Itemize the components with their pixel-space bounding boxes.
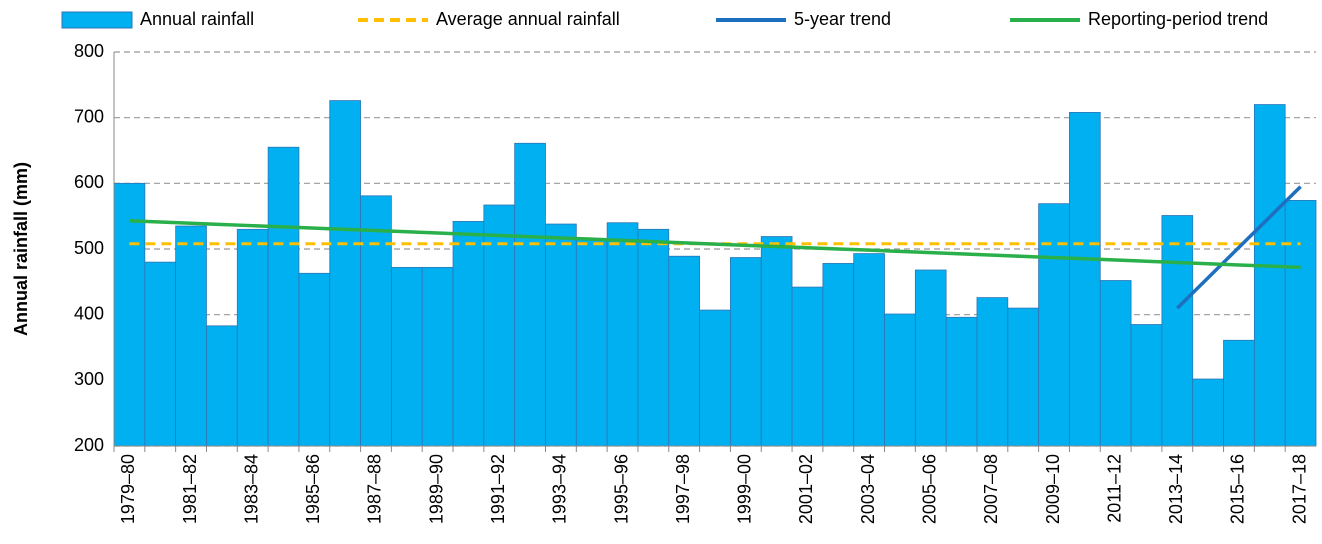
bar: [1192, 378, 1224, 447]
legend-label: 5-year trend: [794, 9, 891, 29]
bar: [884, 313, 916, 447]
line-series: [1176, 185, 1302, 310]
bar: [575, 238, 608, 447]
bar: [1099, 280, 1132, 447]
line-series: [129, 219, 1301, 270]
bar: [175, 225, 207, 447]
bar: [606, 222, 639, 447]
bar: [853, 253, 885, 447]
bar: [514, 142, 546, 447]
y-axis-title: Annual rainfall (mm): [11, 162, 31, 336]
bar: [1007, 307, 1040, 447]
x-tick-label: 1981–82: [180, 454, 200, 524]
bar: [760, 236, 793, 447]
bar: [1284, 200, 1317, 447]
bar: [945, 316, 978, 447]
bar: [791, 286, 824, 447]
y-tick-label: 300: [74, 369, 104, 389]
bar: [668, 255, 700, 447]
bar: [1161, 215, 1194, 447]
bar: [699, 309, 731, 447]
x-tick-label: 2011–12: [1104, 454, 1124, 523]
x-tick-label: 1993–94: [550, 454, 570, 524]
legend-swatch: [61, 11, 133, 29]
bar: [390, 266, 423, 447]
legend-label: Annual rainfall: [140, 9, 254, 29]
bar: [1223, 339, 1255, 447]
bar: [267, 146, 300, 447]
x-tick-label: 1985–86: [303, 454, 323, 524]
y-tick-label: 800: [74, 41, 104, 61]
y-tick-label: 500: [74, 238, 104, 258]
bar: [236, 228, 269, 447]
x-tick-label: 2005–06: [919, 454, 939, 524]
legend-label: Reporting-period trend: [1088, 9, 1268, 29]
x-tick-label: 2013–14: [1166, 454, 1186, 524]
bar: [637, 228, 670, 447]
bar: [914, 269, 947, 447]
y-tick-label: 200: [74, 435, 104, 455]
bar: [1130, 324, 1163, 447]
x-tick-label: 2001–02: [796, 454, 816, 524]
bar: [329, 100, 361, 447]
x-tick-label: 1991–92: [488, 454, 508, 524]
x-tick-label: 2017–18: [1289, 454, 1309, 524]
bar: [1069, 112, 1101, 447]
y-tick-label: 600: [74, 172, 104, 192]
bar: [206, 325, 238, 447]
x-tick-label: 1997–98: [673, 454, 693, 524]
bar: [545, 223, 577, 447]
x-tick-label: 1979–80: [118, 454, 138, 524]
x-tick-label: 2009–10: [1043, 454, 1063, 524]
bar: [976, 297, 1009, 447]
x-tick-label: 1983–84: [241, 454, 261, 524]
bar: [421, 266, 454, 447]
bar: [298, 272, 331, 447]
y-tick-label: 400: [74, 303, 104, 323]
x-tick-label: 2015–16: [1228, 454, 1248, 524]
x-tick-label: 1995–96: [611, 454, 631, 524]
x-tick-label: 2003–04: [858, 454, 878, 524]
y-tick-label: 700: [74, 106, 104, 126]
bar: [730, 257, 762, 447]
x-tick-label: 2007–08: [981, 454, 1001, 524]
bar: [483, 204, 516, 447]
x-tick-label: 1999–00: [735, 454, 755, 524]
x-tick-label: 1987–88: [365, 454, 385, 524]
x-tick-label: 1989–90: [426, 454, 446, 524]
bar: [144, 261, 177, 447]
bar: [360, 195, 392, 447]
bar: [1038, 203, 1070, 447]
bar: [1253, 104, 1286, 447]
bar: [822, 263, 855, 447]
legend-label: Average annual rainfall: [436, 9, 620, 29]
bar: [452, 221, 485, 447]
